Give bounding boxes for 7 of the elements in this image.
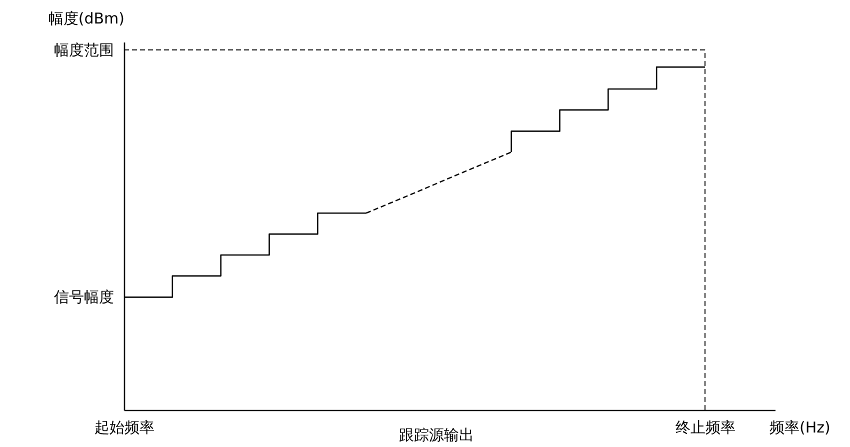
ref-line-label: 幅度范围 [54,40,114,59]
text: 跟踪源输出 [398,426,474,444]
x-tick-label: 起始频率 [94,418,154,436]
y-axis-title: 幅度(dBm) [48,10,124,28]
x-axis-title: 频率(Hz) [770,418,830,436]
x-tick-label: 终止频率 [676,418,736,436]
annotation: 信号幅度 [54,288,114,306]
